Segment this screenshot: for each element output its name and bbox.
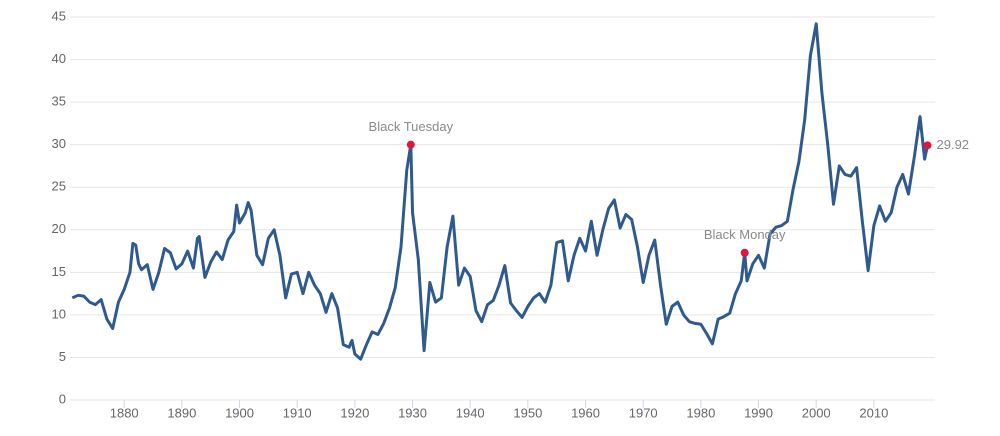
x-tick-label: 1890 xyxy=(167,405,196,420)
annotation-label: Black Tuesday xyxy=(369,119,454,134)
line-series xyxy=(71,22,929,361)
x-tick-label: 1960 xyxy=(571,405,600,420)
y-tick-label: 15 xyxy=(52,264,66,279)
x-tick-label: 1990 xyxy=(744,405,773,420)
y-tick-label: 20 xyxy=(52,221,66,236)
y-tick-label: 30 xyxy=(52,136,66,151)
y-tick-label: 25 xyxy=(52,179,66,194)
x-tick-label: 2000 xyxy=(802,405,831,420)
x-tick-label: 1980 xyxy=(686,405,715,420)
x-tick-label: 1950 xyxy=(513,405,542,420)
y-tick-label: 0 xyxy=(59,391,66,406)
x-tick-label: 1900 xyxy=(225,405,254,420)
y-tick-label: 35 xyxy=(52,94,66,109)
annotation-value: 29.92 xyxy=(937,137,970,152)
annotation-label: Black Monday xyxy=(704,227,786,242)
y-tick-label: 10 xyxy=(52,306,66,321)
x-tick-label: 1930 xyxy=(398,405,427,420)
annotation-marker xyxy=(740,248,749,257)
x-tick-label: 1920 xyxy=(340,405,369,420)
x-tick-label: 1940 xyxy=(456,405,485,420)
x-tick-label: 1910 xyxy=(283,405,312,420)
y-tick-label: 45 xyxy=(52,8,66,23)
annotation-marker xyxy=(406,140,415,149)
annotation-marker xyxy=(923,141,932,150)
y-tick-label: 40 xyxy=(52,51,66,66)
y-tick-label: 5 xyxy=(59,349,66,364)
x-tick-label: 1880 xyxy=(110,405,139,420)
x-tick-label: 1970 xyxy=(629,405,658,420)
x-tick-label: 2010 xyxy=(859,405,888,420)
